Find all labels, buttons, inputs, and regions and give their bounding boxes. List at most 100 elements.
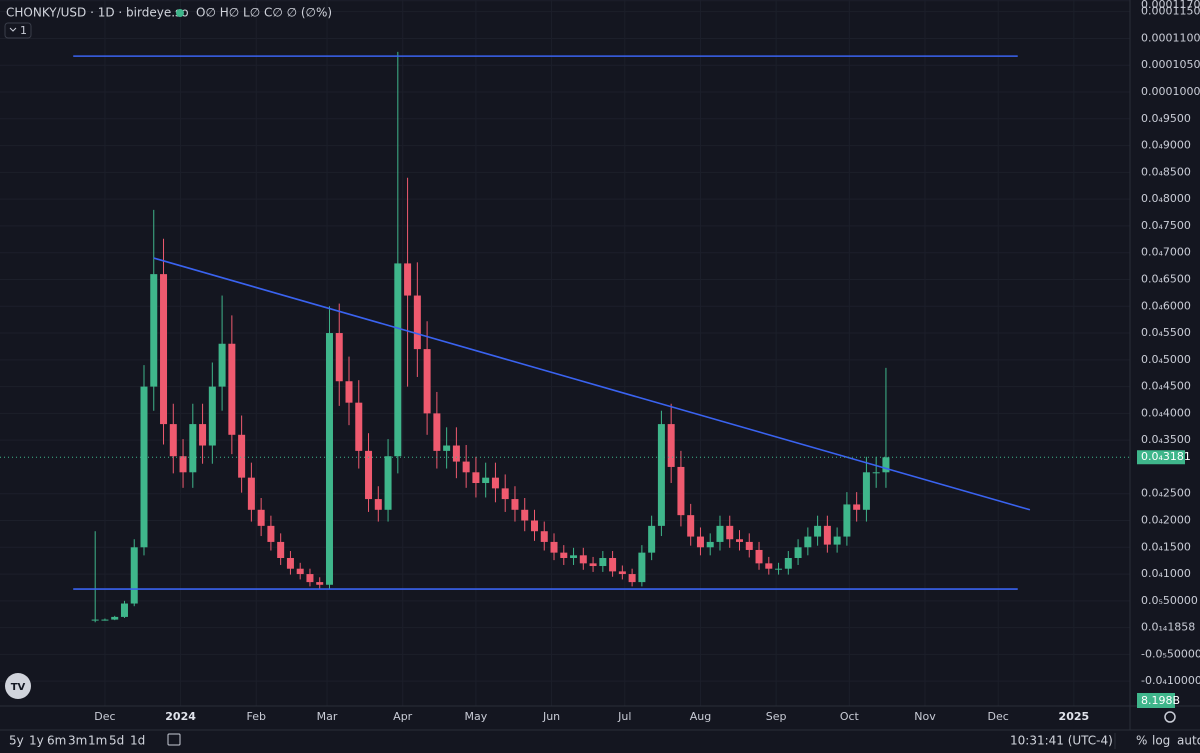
x-tick-label: Apr bbox=[393, 710, 413, 723]
candle-body bbox=[101, 619, 109, 621]
interval-badge-box[interactable] bbox=[4, 22, 32, 39]
candle-body bbox=[325, 333, 333, 585]
x-tick-label: 2025 bbox=[1059, 710, 1090, 723]
candle-body bbox=[218, 343, 226, 387]
range-button[interactable]: 1m bbox=[88, 734, 107, 748]
clock: 10:31:41 (UTC-4) bbox=[1010, 734, 1113, 748]
y-tick-label: 0.0₄4000 bbox=[1141, 406, 1191, 419]
candle-body bbox=[599, 557, 607, 567]
range-button[interactable]: 6m bbox=[47, 734, 66, 748]
candle-body bbox=[238, 434, 246, 478]
scale-option[interactable]: log bbox=[1152, 734, 1170, 748]
candle-body bbox=[823, 525, 831, 545]
candle-body bbox=[550, 541, 558, 553]
y-tick-label: 0.0₄1500 bbox=[1141, 540, 1191, 553]
chevron-icon bbox=[9, 27, 17, 32]
candle-body bbox=[628, 574, 636, 583]
candle-body bbox=[657, 424, 665, 526]
x-tick-label: Nov bbox=[914, 710, 936, 723]
range-button[interactable]: 5d bbox=[109, 734, 124, 748]
candle-body bbox=[345, 381, 353, 403]
scale-option[interactable]: % bbox=[1136, 734, 1147, 748]
x-tick-label: Aug bbox=[690, 710, 711, 723]
candle-body bbox=[530, 520, 538, 532]
candle-body bbox=[677, 466, 685, 516]
interval-badge[interactable]: 1 bbox=[20, 24, 27, 37]
candle-body bbox=[843, 504, 851, 537]
volume-tag bbox=[1137, 693, 1175, 708]
candle-body bbox=[570, 555, 578, 558]
candle-body bbox=[794, 547, 802, 558]
tv-logo[interactable] bbox=[5, 673, 31, 699]
candle-body bbox=[160, 274, 168, 425]
trendline bbox=[153, 257, 1031, 511]
candle-body bbox=[491, 477, 499, 489]
candle-body bbox=[755, 549, 763, 564]
candle-body bbox=[413, 295, 421, 350]
candle-body bbox=[404, 263, 412, 296]
y-tick-label: 0.0₄6500 bbox=[1141, 272, 1191, 285]
candle-body bbox=[394, 263, 402, 457]
candle-body bbox=[335, 333, 343, 382]
candle-body bbox=[443, 445, 451, 451]
candle-body bbox=[638, 552, 646, 583]
candle-body bbox=[365, 450, 373, 500]
y-tick-label: 0.0₄9000 bbox=[1141, 139, 1191, 152]
y-tick-label: 0.0₄1000 bbox=[1141, 567, 1191, 580]
ohlc-legend: O∅ H∅ L∅ C∅ ∅ (∅%) bbox=[196, 6, 332, 20]
candle-body bbox=[111, 616, 119, 620]
candle-body bbox=[286, 557, 294, 569]
candle-body bbox=[775, 568, 783, 570]
plot bbox=[0, 51, 1130, 623]
candle-body bbox=[228, 343, 236, 435]
y-tick-label: 0.0₄4500 bbox=[1141, 380, 1191, 393]
candle-body bbox=[687, 515, 695, 537]
candle-body bbox=[511, 499, 519, 510]
range-button[interactable]: 1d bbox=[130, 734, 145, 748]
range-button[interactable]: 3m bbox=[68, 734, 87, 748]
tv-logo-glyph: TV bbox=[11, 682, 26, 693]
volume-label: 8.198B bbox=[1141, 694, 1180, 707]
candle-body bbox=[501, 488, 509, 500]
y-tick-label: 0.0₄8500 bbox=[1141, 165, 1191, 178]
last-price-tag bbox=[1137, 450, 1185, 465]
candle-body bbox=[589, 563, 597, 567]
candle-body bbox=[472, 472, 480, 484]
y-tick-label: 0.0₄5000 bbox=[1141, 353, 1191, 366]
candle-body bbox=[667, 424, 675, 467]
candle-body bbox=[560, 552, 568, 558]
range-button[interactable]: 5y bbox=[9, 734, 24, 748]
x-tick-label: May bbox=[465, 710, 488, 723]
x-tick-label: 2024 bbox=[165, 710, 196, 723]
candle-body bbox=[804, 536, 812, 548]
y-tick-label: 0.0₄5500 bbox=[1141, 326, 1191, 339]
x-tick-label: Jun bbox=[542, 710, 560, 723]
candle-body bbox=[521, 509, 529, 521]
candle-body bbox=[384, 456, 392, 510]
candle-body bbox=[140, 386, 148, 548]
candle-body bbox=[618, 571, 626, 575]
calendar-icon[interactable] bbox=[167, 733, 181, 746]
last-price-label: 0.0₄3181 bbox=[1141, 450, 1191, 463]
y-tick-label: 0.0₄8000 bbox=[1141, 192, 1191, 205]
y-tick-label: 0.0₄7000 bbox=[1141, 246, 1191, 259]
candle-body bbox=[862, 472, 870, 510]
candle-body bbox=[374, 499, 382, 510]
candle-body bbox=[853, 504, 861, 510]
candle-body bbox=[208, 386, 216, 446]
candle-body bbox=[814, 525, 822, 537]
range-button[interactable]: 1y bbox=[29, 734, 44, 748]
settings-icon[interactable] bbox=[1164, 711, 1176, 723]
candle-body bbox=[199, 424, 207, 446]
x-tick-label: Dec bbox=[988, 710, 1009, 723]
candle-body bbox=[765, 563, 773, 569]
candle-body bbox=[316, 582, 324, 585]
candle-body bbox=[833, 536, 841, 545]
y-tick-label: 0.0₄6000 bbox=[1141, 299, 1191, 312]
scale-option[interactable]: auto bbox=[1177, 734, 1200, 748]
